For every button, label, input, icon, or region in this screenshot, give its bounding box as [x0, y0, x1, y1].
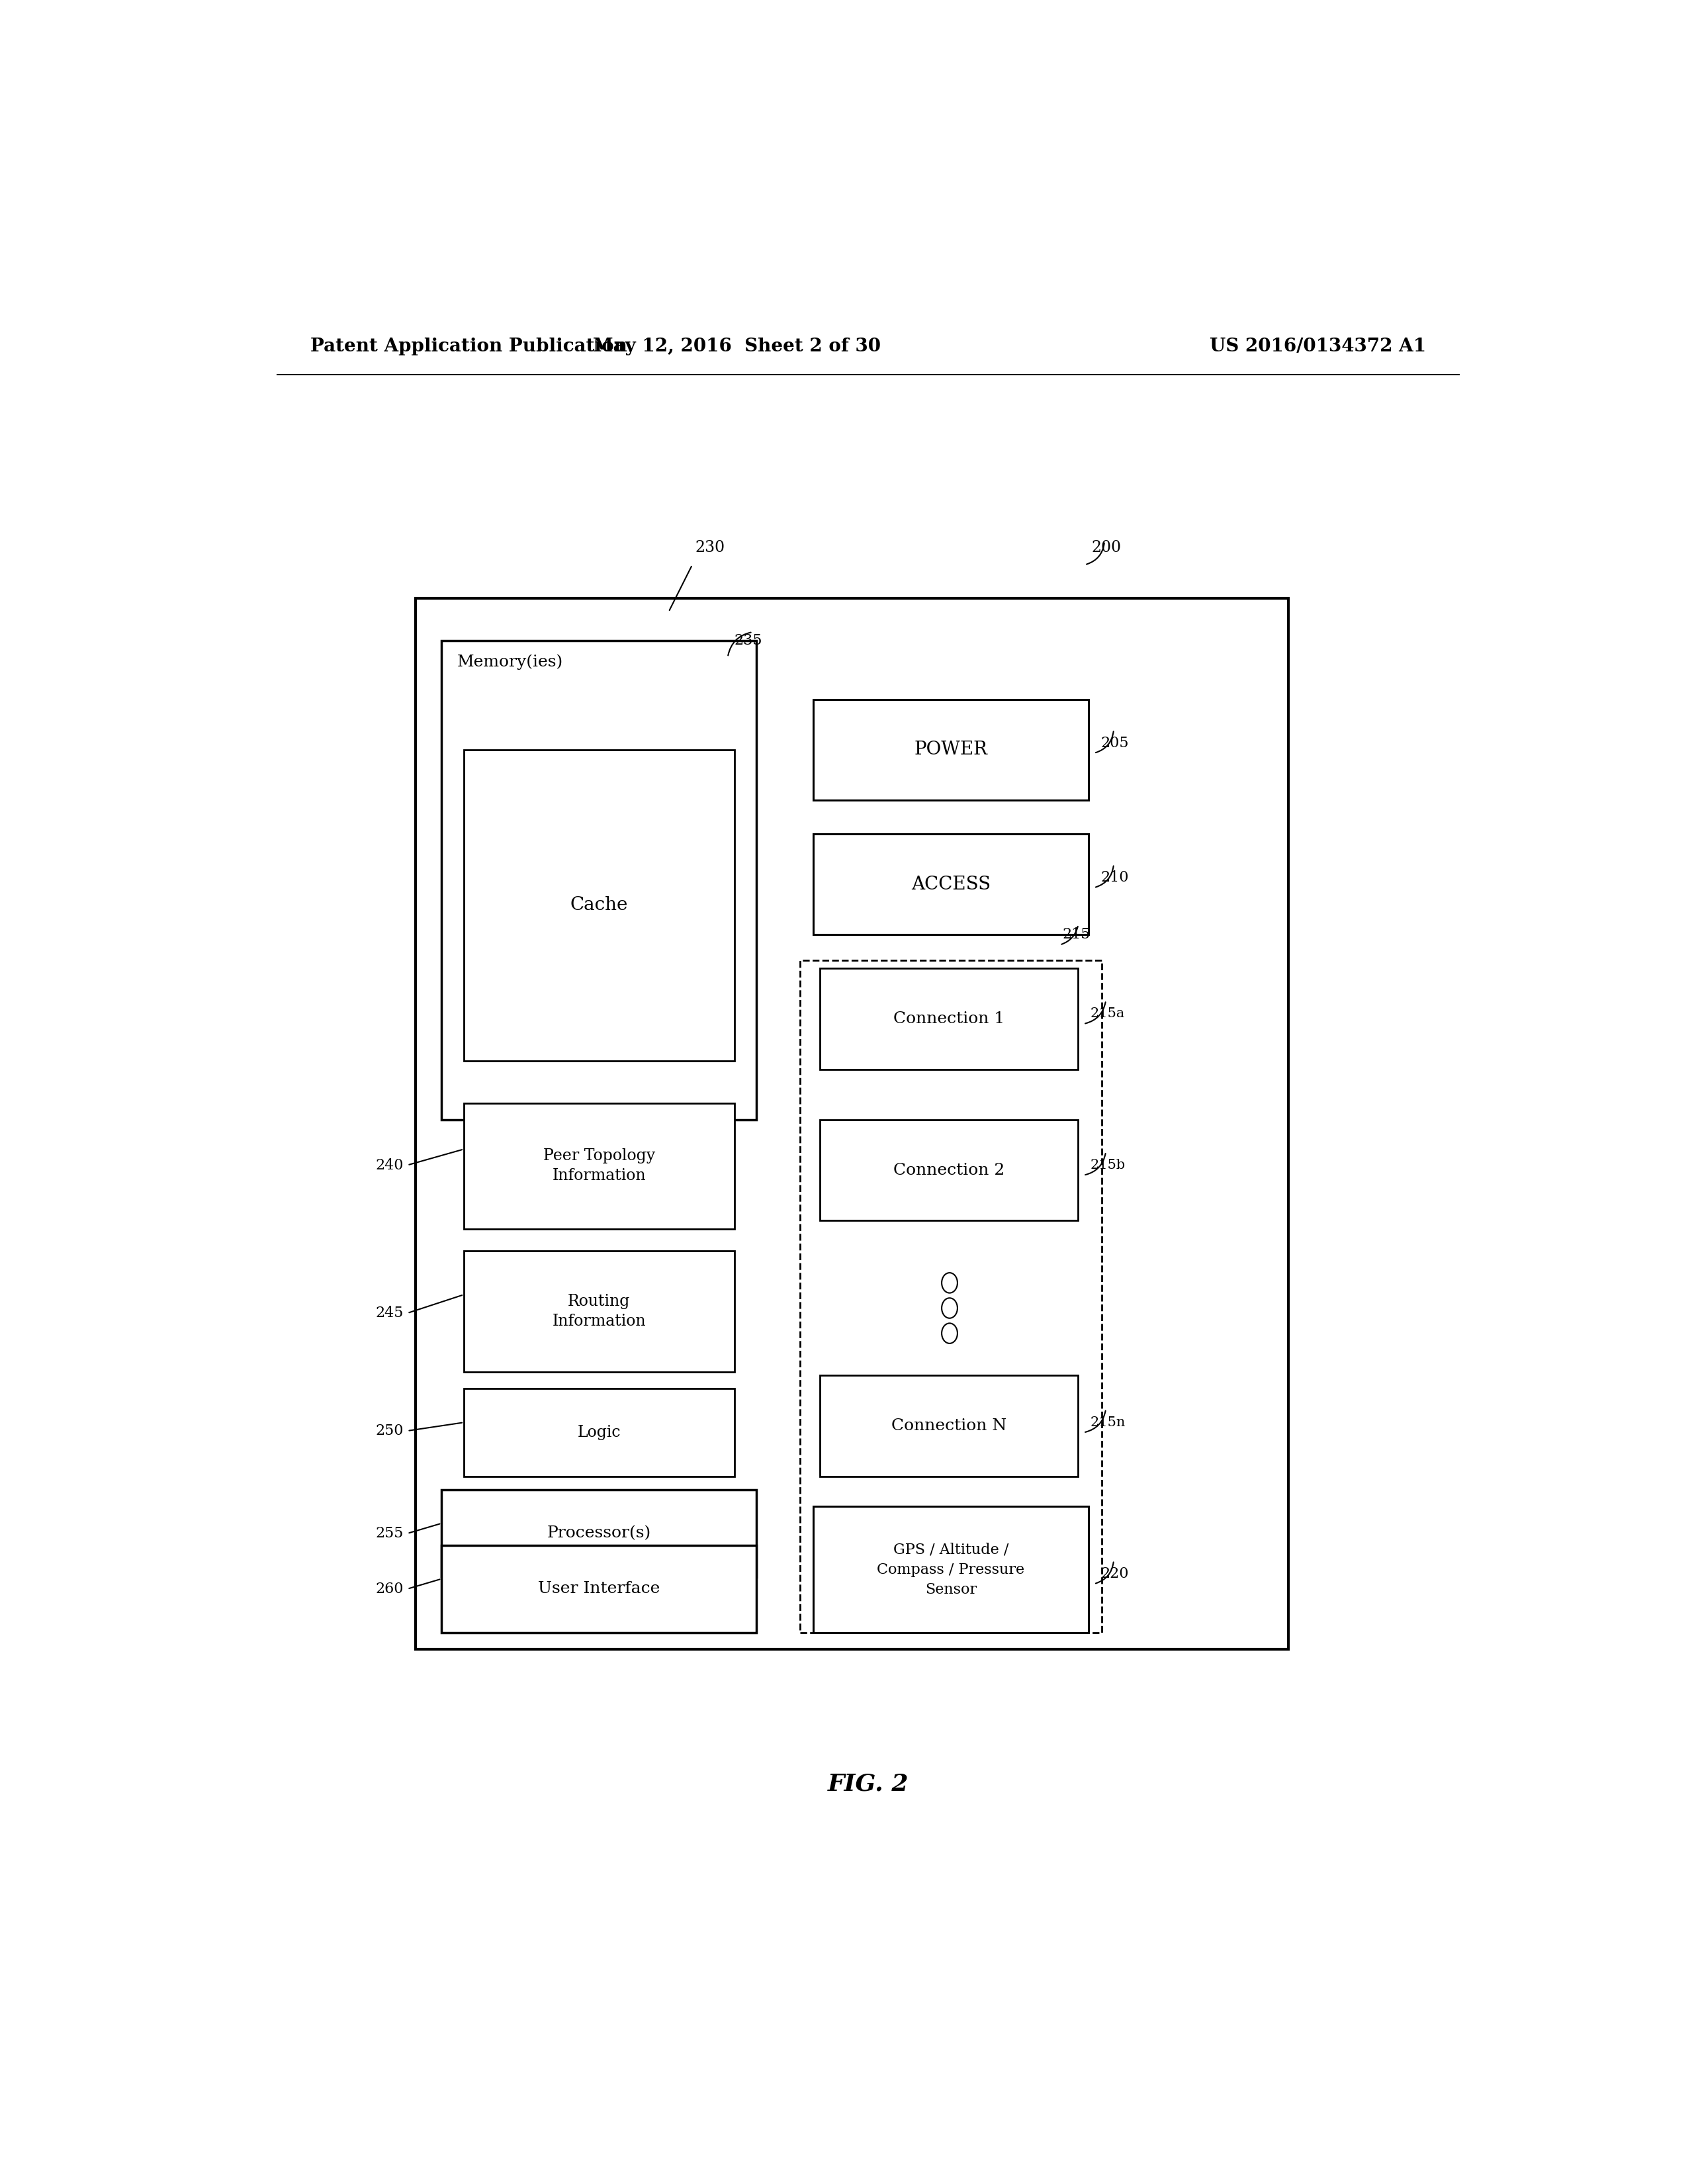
Text: 235: 235: [734, 633, 762, 649]
Text: 205: 205: [1101, 736, 1128, 751]
Bar: [820, 968, 1079, 1070]
Bar: [820, 1120, 1079, 1221]
Text: 215b: 215b: [1089, 1160, 1125, 1171]
Text: Routing
Information: Routing Information: [552, 1293, 645, 1330]
Text: ACCESS: ACCESS: [911, 876, 991, 893]
Text: 215: 215: [1062, 928, 1091, 941]
Bar: [800, 961, 1101, 1634]
Text: FIG. 2: FIG. 2: [828, 1773, 908, 1795]
Text: 210: 210: [1101, 869, 1128, 885]
Text: Logic: Logic: [578, 1424, 620, 1439]
Bar: [464, 1103, 734, 1230]
Text: 215a: 215a: [1089, 1007, 1125, 1020]
Text: 200: 200: [1091, 539, 1121, 555]
Text: 245: 245: [376, 1306, 403, 1321]
Text: Cache: Cache: [571, 895, 628, 915]
Bar: [442, 640, 757, 1120]
Text: 255: 255: [376, 1527, 403, 1540]
Bar: [442, 1546, 757, 1634]
Text: 230: 230: [695, 539, 725, 555]
Text: Connection 1: Connection 1: [893, 1011, 1005, 1026]
Bar: [820, 1376, 1079, 1476]
Circle shape: [942, 1324, 957, 1343]
Text: POWER: POWER: [915, 740, 988, 758]
Bar: [442, 1489, 757, 1577]
Bar: [813, 1507, 1089, 1634]
Text: Memory(ies): Memory(ies): [457, 653, 564, 670]
Text: US 2016/0134372 A1: US 2016/0134372 A1: [1210, 336, 1426, 356]
Bar: [464, 1389, 734, 1476]
Bar: [415, 598, 1289, 1649]
Text: Connection 2: Connection 2: [893, 1162, 1005, 1177]
Text: Connection N: Connection N: [891, 1417, 1006, 1433]
Bar: [813, 699, 1089, 799]
Text: 260: 260: [376, 1581, 403, 1597]
Text: 240: 240: [376, 1158, 403, 1173]
Circle shape: [942, 1273, 957, 1293]
Text: 215n: 215n: [1089, 1415, 1125, 1428]
Text: GPS / Altitude /
Compass / Pressure
Sensor: GPS / Altitude / Compass / Pressure Sens…: [877, 1542, 1025, 1597]
Bar: [813, 834, 1089, 935]
Text: May 12, 2016  Sheet 2 of 30: May 12, 2016 Sheet 2 of 30: [593, 336, 881, 356]
Text: Patent Application Publication: Patent Application Publication: [310, 336, 627, 356]
Text: 220: 220: [1101, 1566, 1128, 1581]
Text: Peer Topology
Information: Peer Topology Information: [544, 1149, 656, 1184]
Text: 250: 250: [376, 1424, 403, 1437]
Bar: [464, 1251, 734, 1372]
Text: Processor(s): Processor(s): [547, 1527, 650, 1542]
Bar: [464, 749, 734, 1061]
Circle shape: [942, 1297, 957, 1319]
Text: User Interface: User Interface: [539, 1581, 661, 1597]
